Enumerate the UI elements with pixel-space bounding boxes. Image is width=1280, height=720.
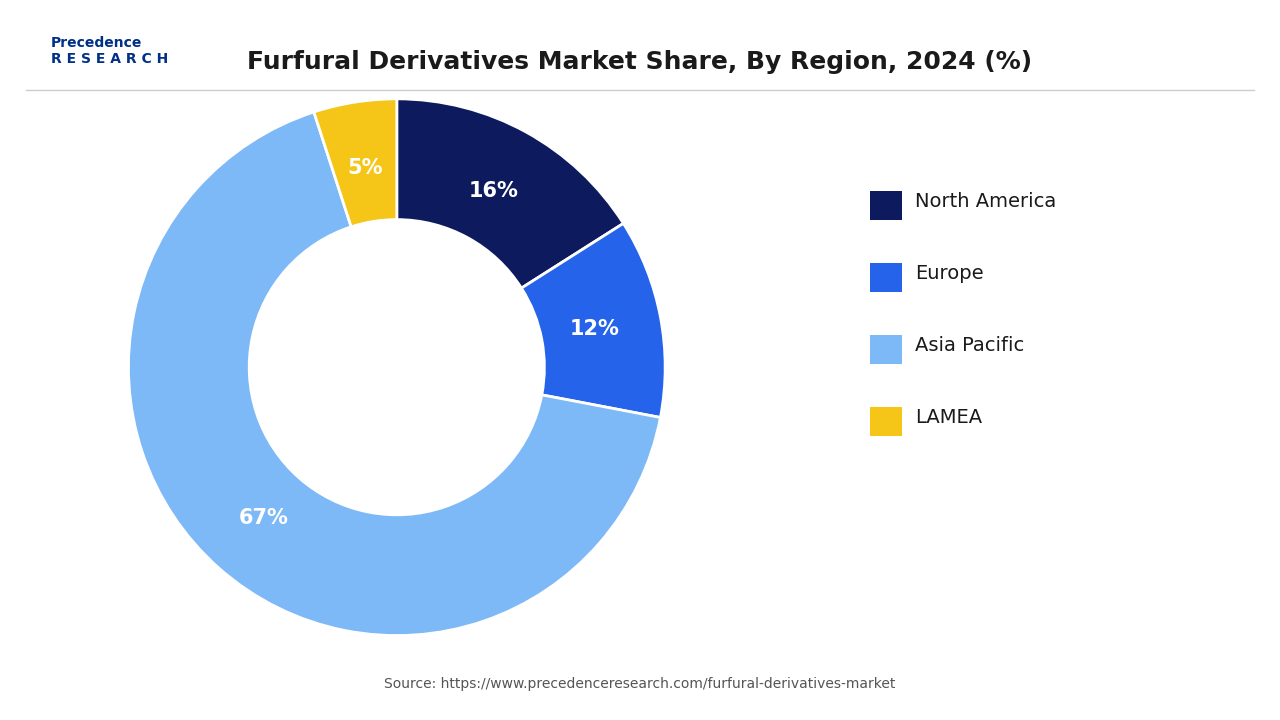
Text: Europe: Europe	[915, 264, 984, 283]
Text: North America: North America	[915, 192, 1056, 211]
Wedge shape	[314, 99, 397, 227]
Text: 12%: 12%	[570, 320, 620, 340]
Text: Asia Pacific: Asia Pacific	[915, 336, 1024, 355]
Text: 5%: 5%	[348, 158, 383, 179]
Text: LAMEA: LAMEA	[915, 408, 982, 427]
Text: Source: https://www.precedenceresearch.com/furfural-derivatives-market: Source: https://www.precedenceresearch.c…	[384, 678, 896, 691]
Wedge shape	[521, 223, 666, 418]
Wedge shape	[128, 112, 660, 636]
Text: Furfural Derivatives Market Share, By Region, 2024 (%): Furfural Derivatives Market Share, By Re…	[247, 50, 1033, 74]
Text: Precedence
R E S E A R C H: Precedence R E S E A R C H	[51, 36, 169, 66]
Wedge shape	[397, 99, 623, 288]
Text: 16%: 16%	[468, 181, 518, 201]
Text: 67%: 67%	[239, 508, 288, 528]
